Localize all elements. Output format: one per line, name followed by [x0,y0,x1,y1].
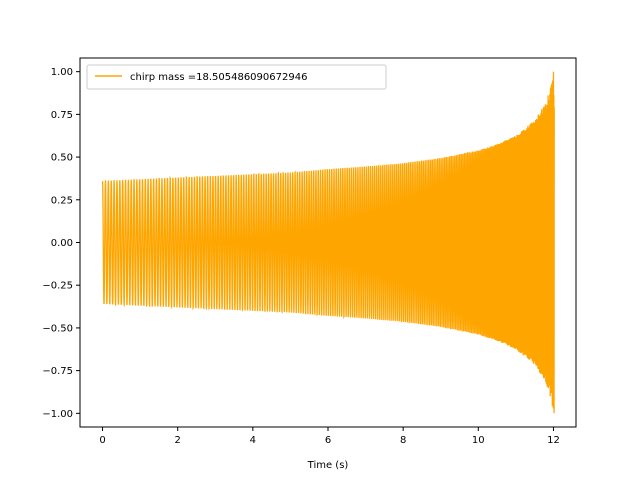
y-tick-label: −0.50 [42,323,73,334]
y-tick-label: 0.00 [51,238,73,249]
y-tick-label: −1.00 [42,409,73,420]
y-tick-label: −0.75 [42,366,73,377]
x-tick-label: 2 [175,435,181,446]
y-tick-label: 0.75 [51,110,73,121]
y-tick-label: −0.25 [42,281,73,292]
legend-label: chirp mass =18.505486090672946 [130,72,307,83]
y-tick-label: 1.00 [51,67,73,78]
y-tick-label: 0.25 [51,195,73,206]
x-axis-label: Time (s) [307,460,349,471]
plot-series [101,71,555,414]
x-axis-ticks: 0 2 4 6 8 10 12 [99,427,560,446]
x-tick-label: 4 [250,435,256,446]
y-axis-ticks: −1.00 −0.75 −0.50 −0.25 0.00 0.25 0.50 0.75 1.00 [42,67,80,420]
x-tick-label: 8 [400,435,406,446]
x-tick-label: 12 [547,435,560,446]
x-tick-label: 0 [99,435,105,446]
legend-box [86,64,387,90]
x-tick-label: 6 [325,435,331,446]
x-tick-label: 10 [472,435,485,446]
series-line-chirp [101,71,555,414]
y-tick-label: 0.50 [51,153,73,164]
legend: chirp mass =18.505486090672946 [86,64,387,90]
